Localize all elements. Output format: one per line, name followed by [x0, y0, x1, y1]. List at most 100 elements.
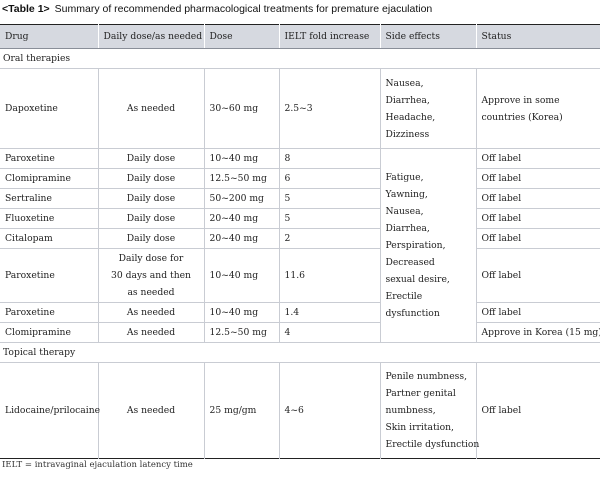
ielt-cell: 1.4 [278, 302, 380, 323]
side-effect-text: Dizziness [385, 128, 430, 140]
regimen-cell: Daily dose [97, 228, 204, 249]
header-dose: Dose [203, 24, 279, 49]
ielt-cell: 5 [278, 208, 380, 229]
dose-cell: 25 mg/gm [203, 362, 279, 459]
table-title: Summary of recommended pharmacological t… [54, 3, 433, 15]
dose-cell: 20~40 mg [203, 228, 279, 249]
side-effect-text: numbness, [385, 405, 436, 416]
status-cell: Approve in Korea (15 mg) [475, 322, 600, 343]
group-label-oral: Oral therapies [0, 48, 600, 69]
drug-cell: Paroxetine [0, 248, 98, 303]
side-effect-text: Diarrhea, [385, 94, 430, 106]
drug-cell: Fluoxetine [0, 208, 98, 229]
table-caption: <Table 1> Summary of recommended pharmaco… [2, 3, 432, 15]
side-effect-text: sexual desire, [385, 274, 450, 285]
table-label: <Table 1> [2, 3, 50, 15]
drug-cell: Clomipramine [0, 168, 98, 189]
status-cell: Off label [475, 362, 600, 459]
side-effect-text: Perspiration, [385, 240, 446, 251]
drug-cell: Citalopam [0, 228, 98, 249]
table-row: Sertraline Daily dose 50~200 mg 5 Off la… [0, 188, 600, 209]
regimen-cell: As needed [97, 302, 204, 323]
group-label-topical: Topical therapy [0, 342, 600, 363]
side-effect-text: Penile numbness, [385, 371, 468, 382]
ielt-cell: 11.6 [278, 248, 380, 303]
drug-cell: Paroxetine [0, 302, 98, 323]
dose-cell: 30~60 mg [203, 68, 279, 149]
treatments-table: Drug Daily dose/as needed Dose IELT fold… [0, 24, 600, 459]
table-row: Clomipramine Daily dose 12.5~50 mg 6 Off… [0, 168, 600, 189]
regimen-cell: As needed [97, 322, 204, 343]
side-effect-text: Fatigue, [385, 172, 424, 183]
header-drug: Drug [0, 24, 98, 49]
table-row: Clomipramine As needed 12.5~50 mg 4 Appr… [0, 322, 600, 343]
regimen-cell: Daily dose [97, 188, 204, 209]
dose-cell: 10~40 mg [203, 302, 279, 323]
drug-cell: Clomipramine [0, 322, 98, 343]
table-row: Paroxetine As needed 10~40 mg 1.4 Off la… [0, 302, 600, 323]
regimen-cell: Daily dose [97, 168, 204, 189]
status-text: countries (Korea) [481, 111, 563, 123]
dose-cell: 10~40 mg [203, 148, 279, 169]
status-cell: Approve in some countries (Korea) [475, 68, 600, 149]
drug-cell: Paroxetine [0, 148, 98, 169]
status-cell: Off label [475, 188, 600, 209]
side-effect-text: Yawning, [385, 189, 428, 200]
table-row: Fluoxetine Daily dose 20~40 mg 5 Off lab… [0, 208, 600, 229]
side-effect-text: Partner genital [385, 388, 456, 399]
header-status: Status [475, 24, 600, 49]
status-text: Approve in some [481, 94, 560, 106]
regimen-cell: Daily dose [97, 148, 204, 169]
status-cell: Off label [475, 248, 600, 303]
side-effects-cell: Nausea, Diarrhea, Headache, Dizziness [379, 68, 476, 149]
side-effect-text: Skin irritation, [385, 422, 454, 433]
header-side-effects: Side effects [379, 24, 476, 49]
drug-cell: Sertraline [0, 188, 98, 209]
regimen-cell: Daily dose for 30 days and then as neede… [97, 248, 204, 303]
table-row: Paroxetine Daily dose for 30 days and th… [0, 248, 600, 303]
dose-cell: 50~200 mg [203, 188, 279, 209]
header-row: Drug Daily dose/as needed Dose IELT fold… [0, 24, 600, 49]
dose-cell: 20~40 mg [203, 208, 279, 229]
status-cell: Off label [475, 168, 600, 189]
ielt-cell: 4~6 [278, 362, 380, 459]
table-row: Citalopam Daily dose 20~40 mg 2 Off labe… [0, 228, 600, 249]
drug-cell: Lidocaine/prilocaine [0, 362, 100, 459]
status-cell: Off label [475, 302, 600, 323]
table-row: Lidocaine/prilocaine As needed 25 mg/gm … [0, 362, 600, 459]
regimen-text: 30 days and then [111, 270, 191, 281]
regimen-cell: As needed [97, 362, 204, 459]
group-row-topical: Topical therapy [0, 342, 600, 363]
table-footnote: IELT = intravaginal ejaculation latency … [2, 460, 193, 470]
ielt-cell: 8 [278, 148, 380, 169]
side-effect-text: Nausea, [385, 206, 424, 217]
side-effect-text: Erectile dysfunction [385, 439, 480, 450]
regimen-cell: As needed [97, 68, 204, 149]
regimen-cell: Daily dose [97, 208, 204, 229]
side-effect-text: dysfunction [385, 308, 440, 319]
group-row-oral: Oral therapies [0, 48, 600, 69]
table-row: Paroxetine Daily dose 10~40 mg 8 Fatigue… [0, 148, 600, 343]
ielt-cell: 6 [278, 168, 380, 189]
side-effect-text: Nausea, [385, 77, 424, 89]
dose-cell: 10~40 mg [203, 248, 279, 303]
status-cell: Off label [475, 208, 600, 229]
side-effect-text: Diarrhea, [385, 223, 430, 234]
side-effect-text: Erectile [385, 291, 423, 302]
ielt-cell: 5 [278, 188, 380, 209]
dose-cell: 12.5~50 mg [203, 322, 279, 343]
status-cell: Off label [475, 148, 600, 169]
header-regimen: Daily dose/as needed [97, 24, 204, 49]
table-row: Dapoxetine As needed 30~60 mg 2.5~3 Naus… [0, 68, 600, 149]
drug-cell: Dapoxetine [0, 68, 98, 149]
side-effects-cell: Penile numbness, Partner genital numbnes… [379, 362, 480, 459]
side-effect-text: Decreased [385, 257, 435, 268]
ielt-cell: 4 [278, 322, 380, 343]
side-effect-text: Headache, [385, 111, 436, 123]
dose-cell: 12.5~50 mg [203, 168, 279, 189]
shared-side-effects-cell: Fatigue, Yawning, Nausea, Diarrhea, Pers… [379, 148, 476, 343]
ielt-cell: 2.5~3 [278, 68, 380, 149]
regimen-text: Daily dose for [118, 253, 184, 264]
status-cell: Off label [475, 228, 600, 249]
ielt-cell: 2 [278, 228, 380, 249]
